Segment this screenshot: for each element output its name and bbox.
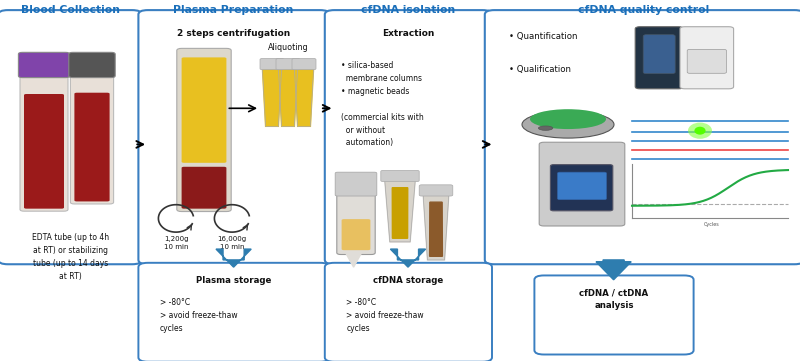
FancyBboxPatch shape <box>18 52 70 78</box>
Text: Aliquoting: Aliquoting <box>268 43 308 52</box>
Text: • Qualification: • Qualification <box>509 65 570 74</box>
Polygon shape <box>262 69 282 126</box>
Polygon shape <box>294 69 314 126</box>
Text: Extraction: Extraction <box>382 29 434 38</box>
FancyBboxPatch shape <box>485 10 800 264</box>
FancyBboxPatch shape <box>687 49 726 73</box>
FancyBboxPatch shape <box>635 27 683 89</box>
Text: 16,000g
10 min: 16,000g 10 min <box>218 236 246 251</box>
Polygon shape <box>278 69 298 126</box>
Polygon shape <box>392 188 408 238</box>
Polygon shape <box>216 249 251 267</box>
Polygon shape <box>596 260 631 280</box>
FancyBboxPatch shape <box>0 10 142 264</box>
FancyBboxPatch shape <box>24 94 64 209</box>
FancyBboxPatch shape <box>260 58 284 70</box>
Polygon shape <box>385 180 415 242</box>
Text: Blood Collection: Blood Collection <box>21 5 120 16</box>
FancyBboxPatch shape <box>558 172 606 200</box>
Text: EDTA tube (up to 4h
at RT) or stabilizing
tube (up to 14 days
at RT): EDTA tube (up to 4h at RT) or stabilizin… <box>32 233 109 282</box>
FancyBboxPatch shape <box>292 58 316 70</box>
Ellipse shape <box>688 122 712 139</box>
Polygon shape <box>390 249 426 267</box>
Text: > -80°C
> avoid freeze-thaw
cycles: > -80°C > avoid freeze-thaw cycles <box>160 298 238 333</box>
FancyBboxPatch shape <box>177 48 231 212</box>
Text: cfDNA isolation: cfDNA isolation <box>361 5 455 16</box>
Text: • Quantification: • Quantification <box>509 32 578 42</box>
Text: cfDNA / ctDNA
analysis: cfDNA / ctDNA analysis <box>579 289 649 310</box>
FancyBboxPatch shape <box>20 70 68 211</box>
FancyBboxPatch shape <box>381 170 419 182</box>
Polygon shape <box>346 253 362 267</box>
FancyBboxPatch shape <box>643 35 675 74</box>
FancyBboxPatch shape <box>680 27 734 89</box>
Ellipse shape <box>538 126 553 130</box>
FancyBboxPatch shape <box>325 263 492 361</box>
Ellipse shape <box>530 109 606 129</box>
FancyBboxPatch shape <box>342 219 370 250</box>
Text: Plasma Preparation: Plasma Preparation <box>174 5 294 16</box>
Text: > -80°C
> avoid freeze-thaw
cycles: > -80°C > avoid freeze-thaw cycles <box>346 298 424 333</box>
FancyBboxPatch shape <box>182 57 226 163</box>
Ellipse shape <box>522 111 614 138</box>
FancyBboxPatch shape <box>74 93 110 201</box>
Ellipse shape <box>694 127 706 135</box>
FancyBboxPatch shape <box>276 58 300 70</box>
FancyBboxPatch shape <box>539 142 625 226</box>
FancyBboxPatch shape <box>335 172 377 196</box>
Text: cfDNA storage: cfDNA storage <box>374 276 443 285</box>
FancyBboxPatch shape <box>70 70 114 204</box>
FancyBboxPatch shape <box>534 275 694 355</box>
FancyBboxPatch shape <box>138 10 330 264</box>
Text: • silica-based
  membrane columns
• magnetic beads

(commercial kits with
  or w: • silica-based membrane columns • magnet… <box>341 61 423 148</box>
FancyBboxPatch shape <box>337 193 375 255</box>
Text: cfDNA quality control: cfDNA quality control <box>578 5 710 16</box>
FancyBboxPatch shape <box>325 10 492 264</box>
Text: 2 steps centrifugation: 2 steps centrifugation <box>177 29 290 38</box>
Text: Plasma storage: Plasma storage <box>196 276 272 285</box>
Text: 1,200g
10 min: 1,200g 10 min <box>164 236 188 251</box>
FancyBboxPatch shape <box>419 185 453 196</box>
Text: Cycles: Cycles <box>704 222 720 227</box>
FancyBboxPatch shape <box>69 52 115 78</box>
Polygon shape <box>430 202 442 256</box>
Polygon shape <box>423 195 449 260</box>
FancyBboxPatch shape <box>550 165 613 211</box>
FancyBboxPatch shape <box>182 167 226 209</box>
FancyBboxPatch shape <box>138 263 330 361</box>
